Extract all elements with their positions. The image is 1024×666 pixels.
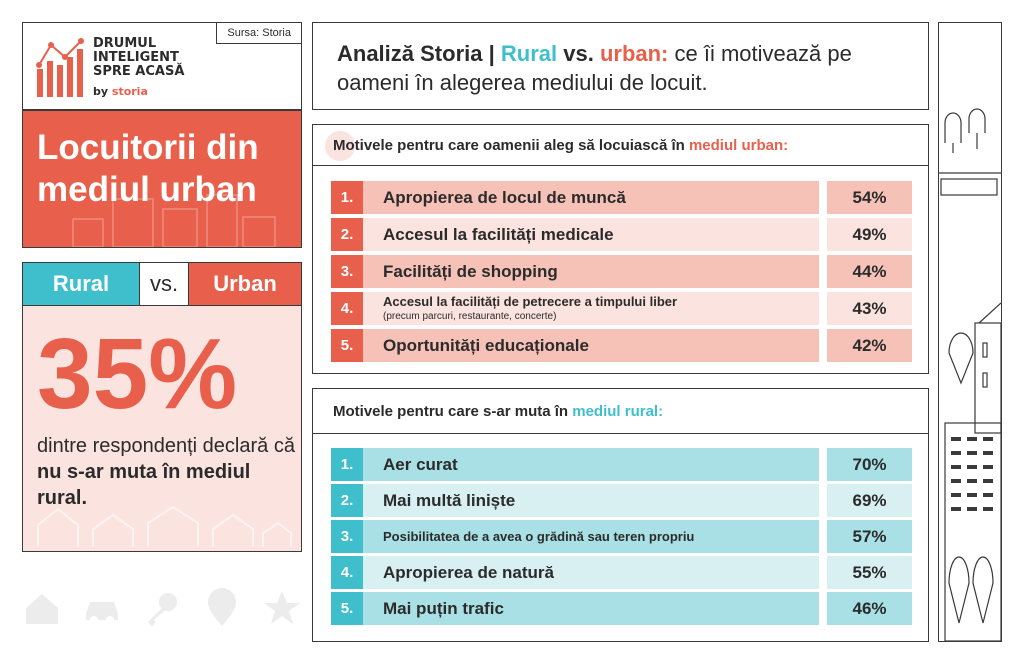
urban-row: 3. Facilități de shopping 44% [331,255,912,288]
houses-icon [37,505,292,547]
logo-by: by storia [93,85,148,98]
by-text: by [93,85,109,98]
rural-row: 1. Aer curat 70% [331,448,912,481]
rural-row-number: 1. [331,448,363,481]
rural-row-label-text: Posibilitatea de a avea o grădină sau te… [383,529,695,544]
urban-title-prefix: Motivele pentru care oamenii aleg să loc… [333,137,689,154]
header-rural: Rural [500,41,558,66]
rural-row-label-text: Mai puțin trafic [383,598,504,618]
urban-title-box: Locuitorii din mediul urban [22,110,302,248]
location-pin-icon [208,588,236,626]
urban-row-number: 3. [331,255,363,288]
rural-row-label: Mai multă liniște [363,484,819,517]
percent-description: dintre respondenți declară că nu s-ar mu… [37,433,297,511]
rural-panel-divider [313,433,928,434]
rural-row: 5. Mai puțin trafic 46% [331,592,912,625]
rural-row-percent: 69% [827,484,912,517]
vs-label: vs. [139,263,189,305]
urban-row-percent: 42% [827,329,912,362]
urban-row-label-text: Apropierea de locul de muncă [383,187,626,207]
rural-row-number: 3. [331,520,363,553]
urban-row-label: Oportunități educaționale [363,329,819,362]
rural-row: 4. Apropierea de natură 55% [331,556,912,589]
urban-panel-title: Motivele pentru care oamenii aleg să loc… [333,137,788,154]
urban-row-percent: 54% [827,181,912,214]
urban-title: Locuitorii din mediul urban [37,128,259,209]
rural-row-label-text: Mai multă liniște [383,490,516,510]
rural-row-percent: 70% [827,448,912,481]
rural-title-prefix: Motivele pentru care s-ar muta în [333,403,573,420]
urban-row-label-text: Oportunități educaționale [383,335,589,355]
rural-row-percent: 46% [827,592,912,625]
desc-bold: nu s-ar muta în mediul rural. [37,461,251,509]
urban-row-label-text: Facilități de shopping [383,261,558,281]
rural-row-number: 2. [331,484,363,517]
rural-row-label: Apropierea de natură [363,556,819,589]
header-box: Analiză Storia | Rural vs. urban: ce îi … [312,22,929,110]
rural-title-highlight: mediul rural: [572,403,664,420]
header-title: Analiză Storia | Rural vs. urban: ce îi … [337,39,917,97]
urban-row-number: 1. [331,181,363,214]
rural-row-label-text: Aer curat [383,454,458,474]
title-circle-deco [325,131,355,161]
urban-row: 4. Accesul la facilități de petrecere a t… [331,292,912,325]
urban-row-number: 2. [331,218,363,251]
urban-title-highlight: mediul urban: [688,137,789,154]
urban-row-number: 5. [331,329,363,362]
header-urban: urban: [599,41,669,66]
rural-row-percent: 55% [827,556,912,589]
urban-row-percent: 49% [827,218,912,251]
rural-row-label: Posibilitatea de a avea o grădină sau te… [363,520,819,553]
header-part2: ce îi motivează pe oameni în alegerea me… [337,41,852,95]
buildings-illustration-icon [939,108,1002,642]
urban-row-sublabel: (precum parcuri, restaurante, concerte) [383,310,557,322]
urban-row-label: Facilități de shopping [363,255,819,288]
city-decoration [938,22,1002,642]
rural-row: 2. Mai multă liniște 69% [331,484,912,517]
rural-label: Rural [23,263,139,305]
desc-prefix: dintre respondenți declară că [37,435,295,457]
rural-row-number: 4. [331,556,363,589]
logo-box: DRUMUL INTELIGENT SPRE ACASĂ by storia S… [22,22,302,110]
rural-row-number: 5. [331,592,363,625]
header-part1: Analiză Storia | [337,41,501,66]
urban-row: 5. Oportunități educaționale 42% [331,329,912,362]
source-label: Sursa: Storia [216,23,301,44]
urban-row-label: Apropierea de locul de muncă [363,181,819,214]
rural-row-label: Aer curat [363,448,819,481]
urban-row-percent: 43% [827,292,912,325]
vs-divider [23,305,301,306]
bottom-icons [22,585,302,631]
star-icon [264,591,300,624]
urban-row-label: Accesul la facilități de petrecere a tim… [363,292,819,325]
urban-row-number: 4. [331,292,363,325]
car-icon [86,602,118,624]
header-vs: vs. [557,41,600,66]
key-icon [148,593,177,626]
big-percent: 35% [37,318,238,430]
house-icon [26,594,58,624]
urban-row-label-text: Accesul la facilități medicale [383,224,614,244]
urban-row: 2. Accesul la facilități medicale 49% [331,218,912,251]
rural-row-label: Mai puțin trafic [363,592,819,625]
by-brand: storia [111,85,148,98]
rural-vs-urban-box: Rural vs. Urban 35% dintre respondenți d… [22,262,302,552]
urban-label: Urban [189,263,301,305]
rural-panel-title: Motivele pentru care s-ar muta în mediul… [333,403,663,420]
city-skyline-icon [72,194,276,247]
urban-reasons-panel: Motivele pentru care oamenii aleg să loc… [312,124,929,374]
rural-row-percent: 57% [827,520,912,553]
logo-title: DRUMUL INTELIGENT SPRE ACASĂ [93,36,185,79]
urban-panel-divider [313,165,928,166]
logo-icon [36,38,84,97]
rural-reasons-panel: Motivele pentru care s-ar muta în mediul… [312,388,929,642]
urban-row-label: Accesul la facilități medicale [363,218,819,251]
rural-row-label-text: Apropierea de natură [383,562,554,582]
rural-row: 3. Posibilitatea de a avea o grădină sau … [331,520,912,553]
urban-row: 1. Apropierea de locul de muncă 54% [331,181,912,214]
urban-row-percent: 44% [827,255,912,288]
urban-row-label-text: Accesul la facilități de petrecere a tim… [383,293,678,309]
